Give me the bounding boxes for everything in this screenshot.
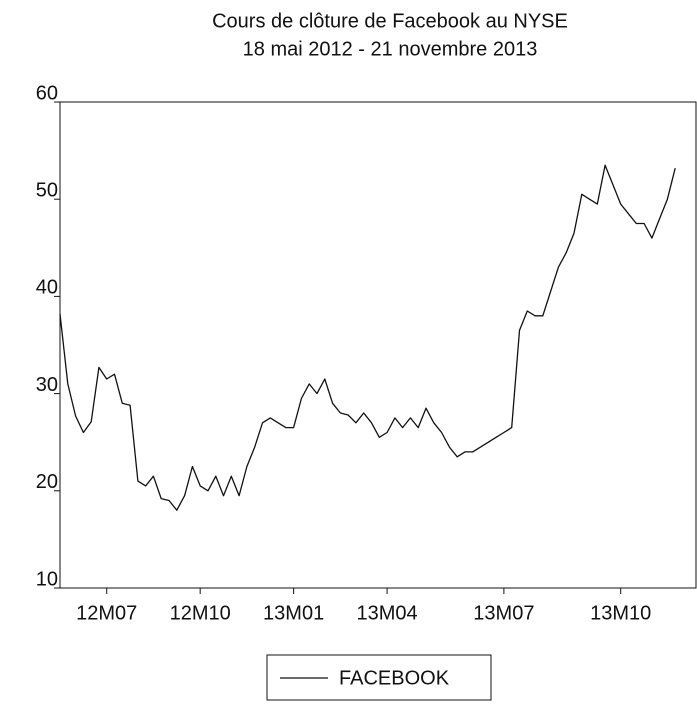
y-tick-label: 60: [36, 82, 58, 104]
y-tick-label: 10: [36, 568, 58, 590]
y-tick-label: 30: [36, 374, 58, 396]
y-tick-label: 50: [36, 179, 58, 201]
plot-frame: [59, 101, 697, 589]
chart-title: Cours de clôture de Facebook au NYSE: [212, 10, 568, 32]
x-tick-label: 13M10: [590, 602, 651, 624]
x-tick-label: 13M07: [473, 602, 534, 624]
legend-label: FACEBOOK: [339, 667, 450, 689]
y-tick-label: 40: [36, 277, 58, 299]
x-tick-label: 13M04: [356, 602, 417, 624]
y-tick-label: 20: [36, 471, 58, 493]
x-tick-label: 12M10: [170, 602, 231, 624]
x-tick-label: 13M01: [263, 602, 324, 624]
chart-subtitle: 18 mai 2012 - 21 novembre 2013: [243, 38, 538, 60]
x-tick-label: 12M07: [76, 602, 137, 624]
price-line: [59, 164, 676, 511]
